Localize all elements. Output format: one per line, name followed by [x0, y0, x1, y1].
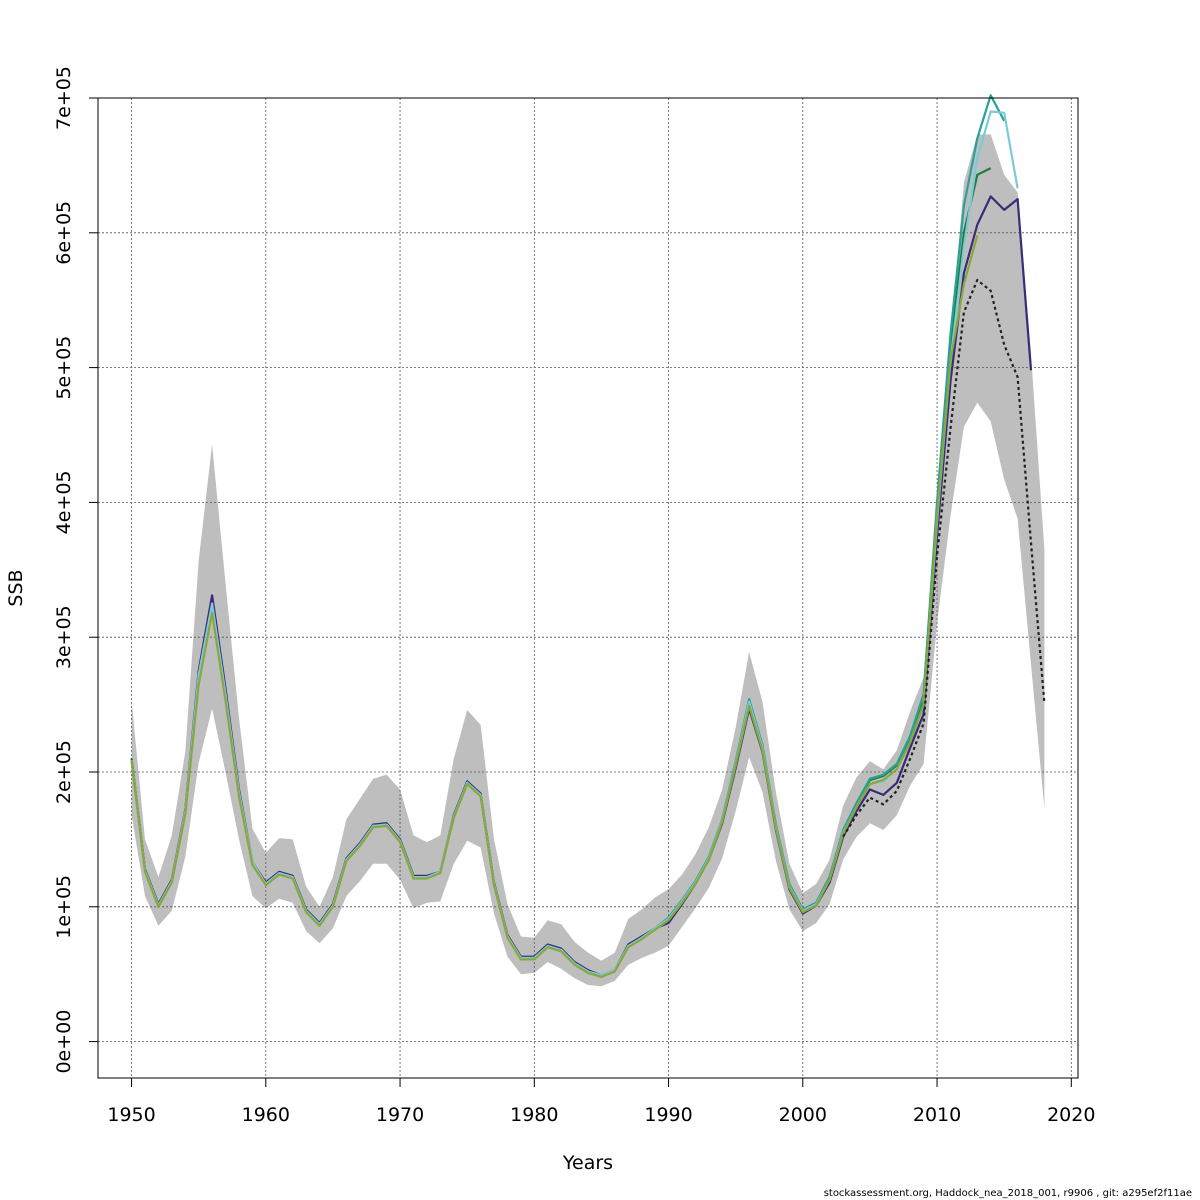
series-line-0	[130, 195, 1033, 977]
y-tick-label: 6e+05	[53, 201, 75, 265]
y-tick-label: 7e+05	[53, 66, 75, 130]
x-tick-label: 1990	[644, 1104, 692, 1126]
confidence-band-layer	[131, 134, 1045, 987]
x-axis: 1950 1960 1970 1980 1990 2000 2010 2020	[107, 1077, 1095, 1126]
y-axis: 0e+00 1e+05 2e+05 3e+05 4e+05 5e+05 6e+05 7e+05	[53, 66, 99, 1074]
series-line-3	[130, 110, 1019, 977]
confidence-band	[131, 134, 1045, 987]
y-tick-label: 5e+05	[53, 336, 75, 400]
x-axis-title: Years	[562, 1152, 613, 1174]
y-tick-label: 3e+05	[53, 605, 75, 669]
x-tick-label: 1970	[376, 1104, 424, 1126]
series-line-5	[842, 278, 1046, 838]
x-tick-label: 2020	[1047, 1104, 1095, 1126]
y-tick-label: 2e+05	[53, 740, 75, 804]
x-tick-label: 2010	[913, 1104, 961, 1126]
y-tick-label: 0e+00	[53, 1010, 75, 1074]
series-line-2	[130, 94, 1006, 977]
y-tick-label: 4e+05	[53, 470, 75, 534]
series-layer	[130, 94, 1046, 979]
x-tick-label: 2000	[779, 1104, 827, 1126]
y-tick-label: 1e+05	[53, 875, 75, 939]
footer-credit: stockassessment.org, Haddock_nea_2018_00…	[824, 1188, 1192, 1199]
x-tick-label: 1960	[242, 1104, 290, 1126]
series-line-4	[130, 235, 979, 979]
x-tick-label: 1980	[510, 1104, 558, 1126]
y-axis-title: SSB	[5, 569, 27, 606]
x-tick-label: 1950	[107, 1104, 155, 1126]
